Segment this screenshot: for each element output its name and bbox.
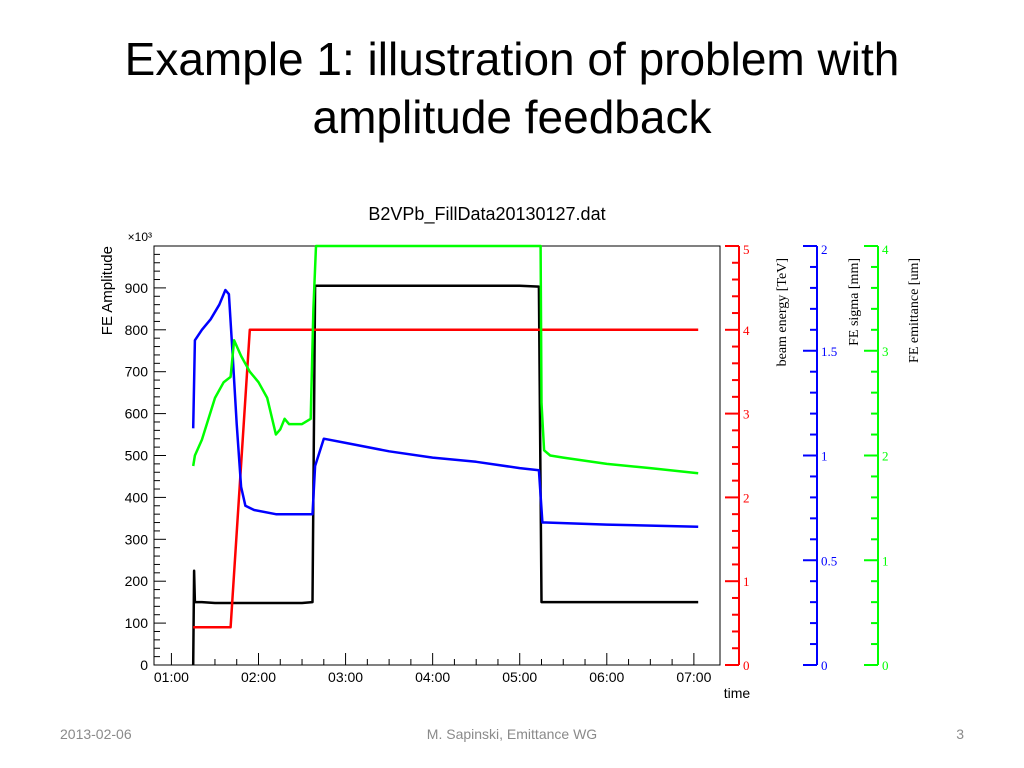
sigma-tick-label: 0.5 [821,553,837,568]
footer-page-number: 3 [956,726,964,742]
x-tick-label: 04:00 [415,669,450,685]
energy-tick-label: 0 [743,658,750,673]
x-tick-label: 02:00 [241,669,276,685]
emittance-series-line [191,244,699,475]
sigma-series-line [191,288,699,528]
amplitude-tick-label: 200 [125,573,149,589]
amplitude-series-line [191,284,699,666]
emittance-tick-label: 4 [882,242,889,257]
footer-date: 2013-02-06 [60,726,132,742]
x-tick-label: 06:00 [589,669,624,685]
x-tick-label: 03:00 [328,669,363,685]
slide-title-line-2: amplitude feedback [312,91,712,143]
amplitude-tick-label: 900 [125,280,149,296]
amplitude-tick-label: 300 [125,531,149,547]
sigma-tick-label: 1 [821,449,828,464]
amplitude-tick-label: 700 [125,364,149,380]
energy-tick-label: 2 [743,490,750,505]
amplitude-multiplier: ×10³ [128,230,152,244]
energy-tick-label: 3 [743,407,750,422]
energy-tick-label: 1 [743,574,750,589]
x-axis-label: time [724,685,751,701]
energy-axis-label: beam energy [TeV] [775,258,790,366]
emittance-axis-label: FE emittance [um] [907,258,922,363]
amplitude-axis-label: FE Amplitude [99,246,116,335]
amplitude-tick-label: 800 [125,322,149,338]
sigma-axis-label: FE sigma [mm] [847,258,862,346]
amplitude-tick-label: 100 [125,615,149,631]
amplitude-tick-label: 0 [140,657,148,673]
x-tick-label: 05:00 [502,669,537,685]
sigma-tick-label: 0 [821,658,828,673]
slide-title-line-1: Example 1: illustration of problem with [124,33,900,85]
amplitude-tick-label: 500 [125,448,149,464]
energy-series-line [193,328,699,629]
x-tick-label: 01:00 [154,669,189,685]
emittance-tick-label: 0 [882,658,889,673]
sigma-tick-label: 2 [821,242,828,257]
emittance-tick-label: 2 [882,449,889,464]
energy-tick-label: 4 [743,323,750,338]
emittance-tick-label: 1 [882,553,889,568]
amplitude-tick-label: 600 [125,406,149,422]
slide-title: Example 1: illustration of problem with … [0,30,1024,146]
footer-author: M. Sapinski, Emittance WG [426,726,598,742]
emittance-tick-label: 3 [882,344,889,359]
energy-tick-label: 5 [743,242,750,257]
chart-title: B2VPb_FillData20130127.dat [368,204,605,225]
sigma-tick-label: 1.5 [821,344,837,359]
x-tick-label: 07:00 [676,669,711,685]
amplitude-tick-label: 400 [125,489,149,505]
